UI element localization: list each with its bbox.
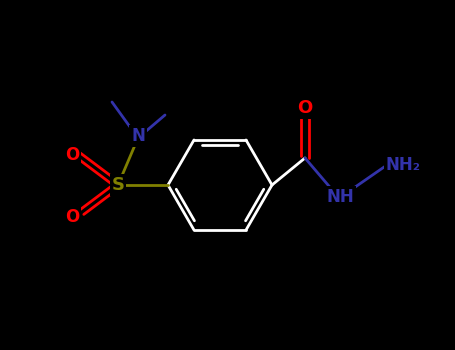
Text: O: O [298,99,313,117]
Text: O: O [65,208,79,226]
Text: NH: NH [326,188,354,206]
Text: NH₂: NH₂ [385,156,420,174]
Text: O: O [65,146,79,164]
Text: S: S [111,176,125,194]
Text: N: N [131,127,145,145]
